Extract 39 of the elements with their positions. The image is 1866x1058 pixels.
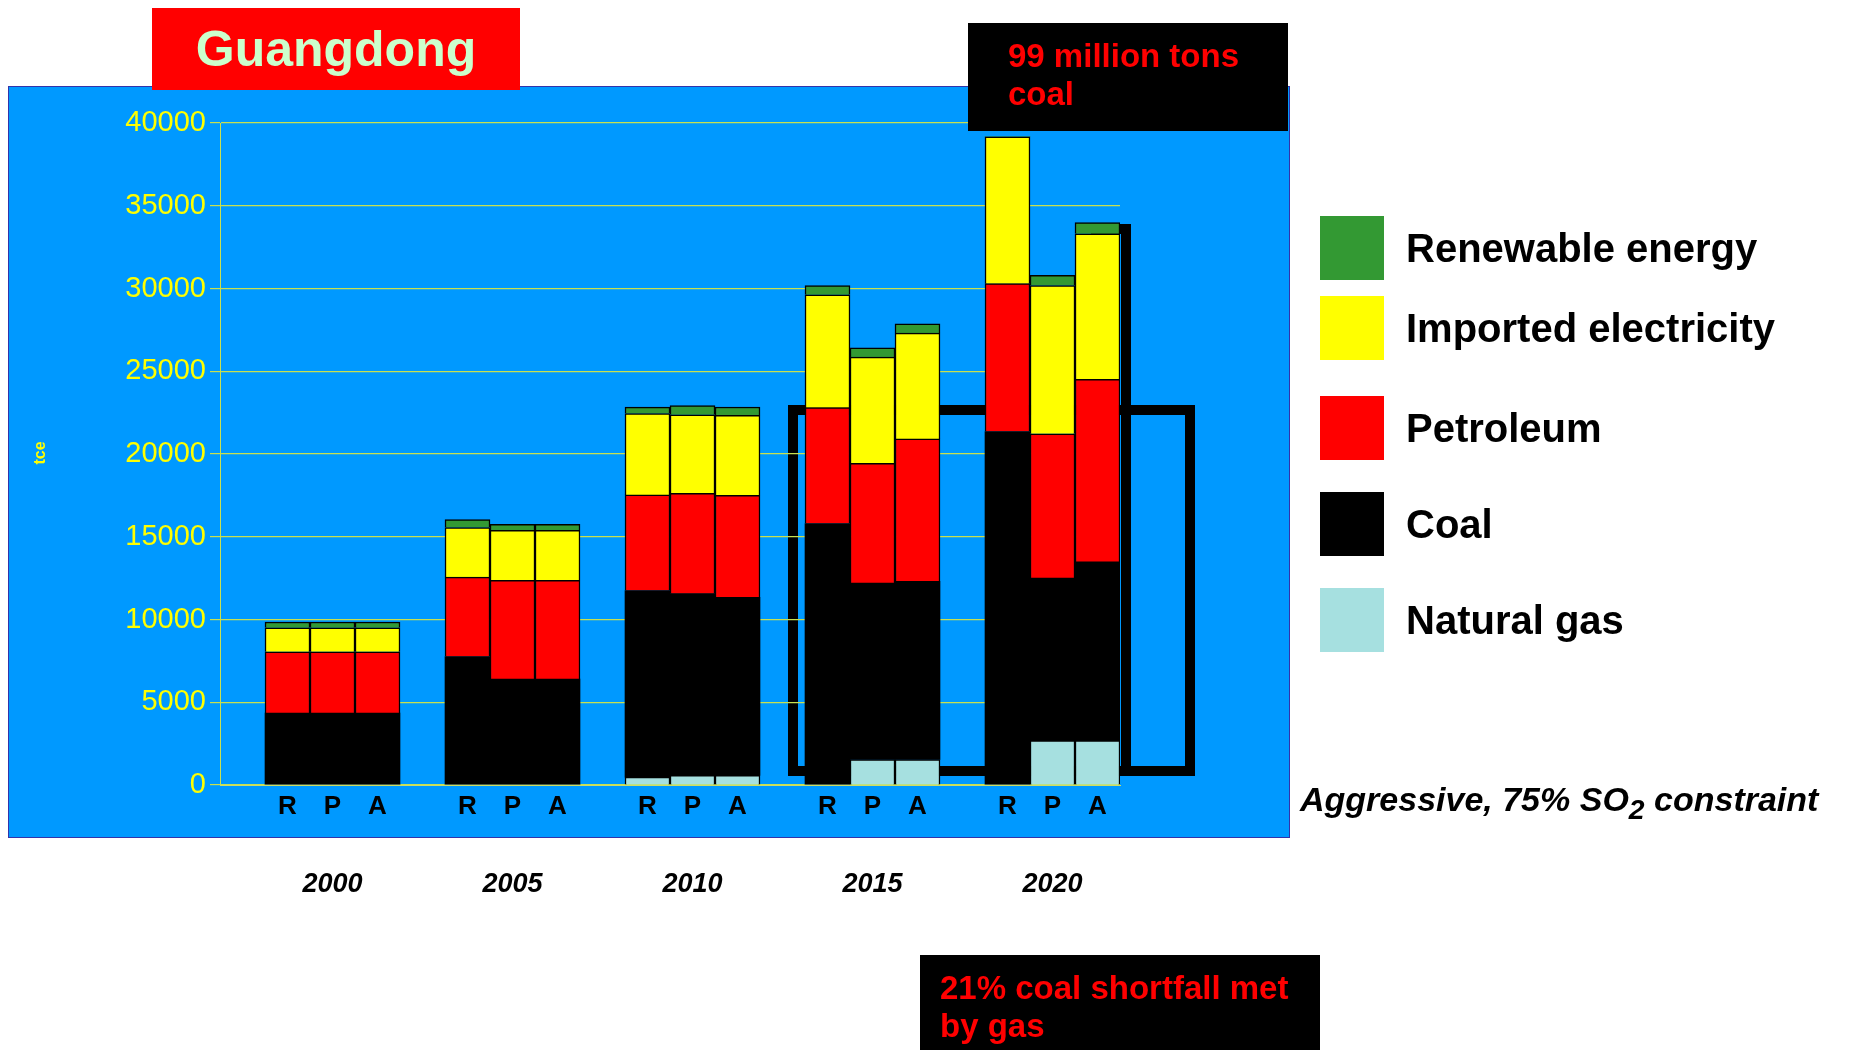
y-tick-label: 0 [189,767,206,799]
text: 21% coal shortfall met by gas [939,968,1290,1046]
legend-label: Petroleum [1406,405,1602,451]
y-tick-label: 30000 [125,270,206,303]
legend-label: Renewable energy [1406,225,1758,271]
y-tick-label: 20000 [125,436,206,468]
text: 2020 [1021,868,1083,899]
x-tick-label: R [818,789,838,820]
text: 2010 [661,868,723,899]
x-tick-label: R [458,789,478,820]
x-tick-label: A [1088,789,1108,820]
x-tick-label: P [1043,789,1062,820]
text: Aggressive, 75% SO$_{2}$ constraint [1300,780,1821,826]
x-tick-label: A [548,789,568,820]
y-tick-label: 25000 [125,353,206,386]
legend-label: Natural gas [1406,597,1624,643]
x-tick-label: P [503,789,522,820]
text: 2005 [481,868,544,899]
y-tick-label: 40000 [125,105,206,137]
x-tick-label: P [863,789,882,820]
y-tick-label: 15000 [125,518,206,551]
text: 2000 [301,868,363,899]
y-tick-label: 35000 [125,187,206,220]
x-tick-label: A [908,789,928,820]
y-tick-label: 5000 [141,684,206,717]
x-tick-label: P [323,789,342,820]
legend-label: Coal [1406,501,1493,547]
text: 99 million tons coal [968,23,1288,131]
y-tick-label: 10000 [125,601,206,634]
x-tick-label: A [368,789,388,820]
text: 2015 [841,868,904,899]
x-tick-label: R [998,789,1018,820]
x-tick-label: A [728,789,748,820]
y-axis-title: tce [30,441,49,465]
x-tick-label: R [278,789,298,820]
x-tick-label: P [683,789,702,820]
chart-title: Guangdong [152,8,520,90]
legend-label: Imported electricity [1406,305,1776,351]
x-tick-label: R [638,789,658,820]
